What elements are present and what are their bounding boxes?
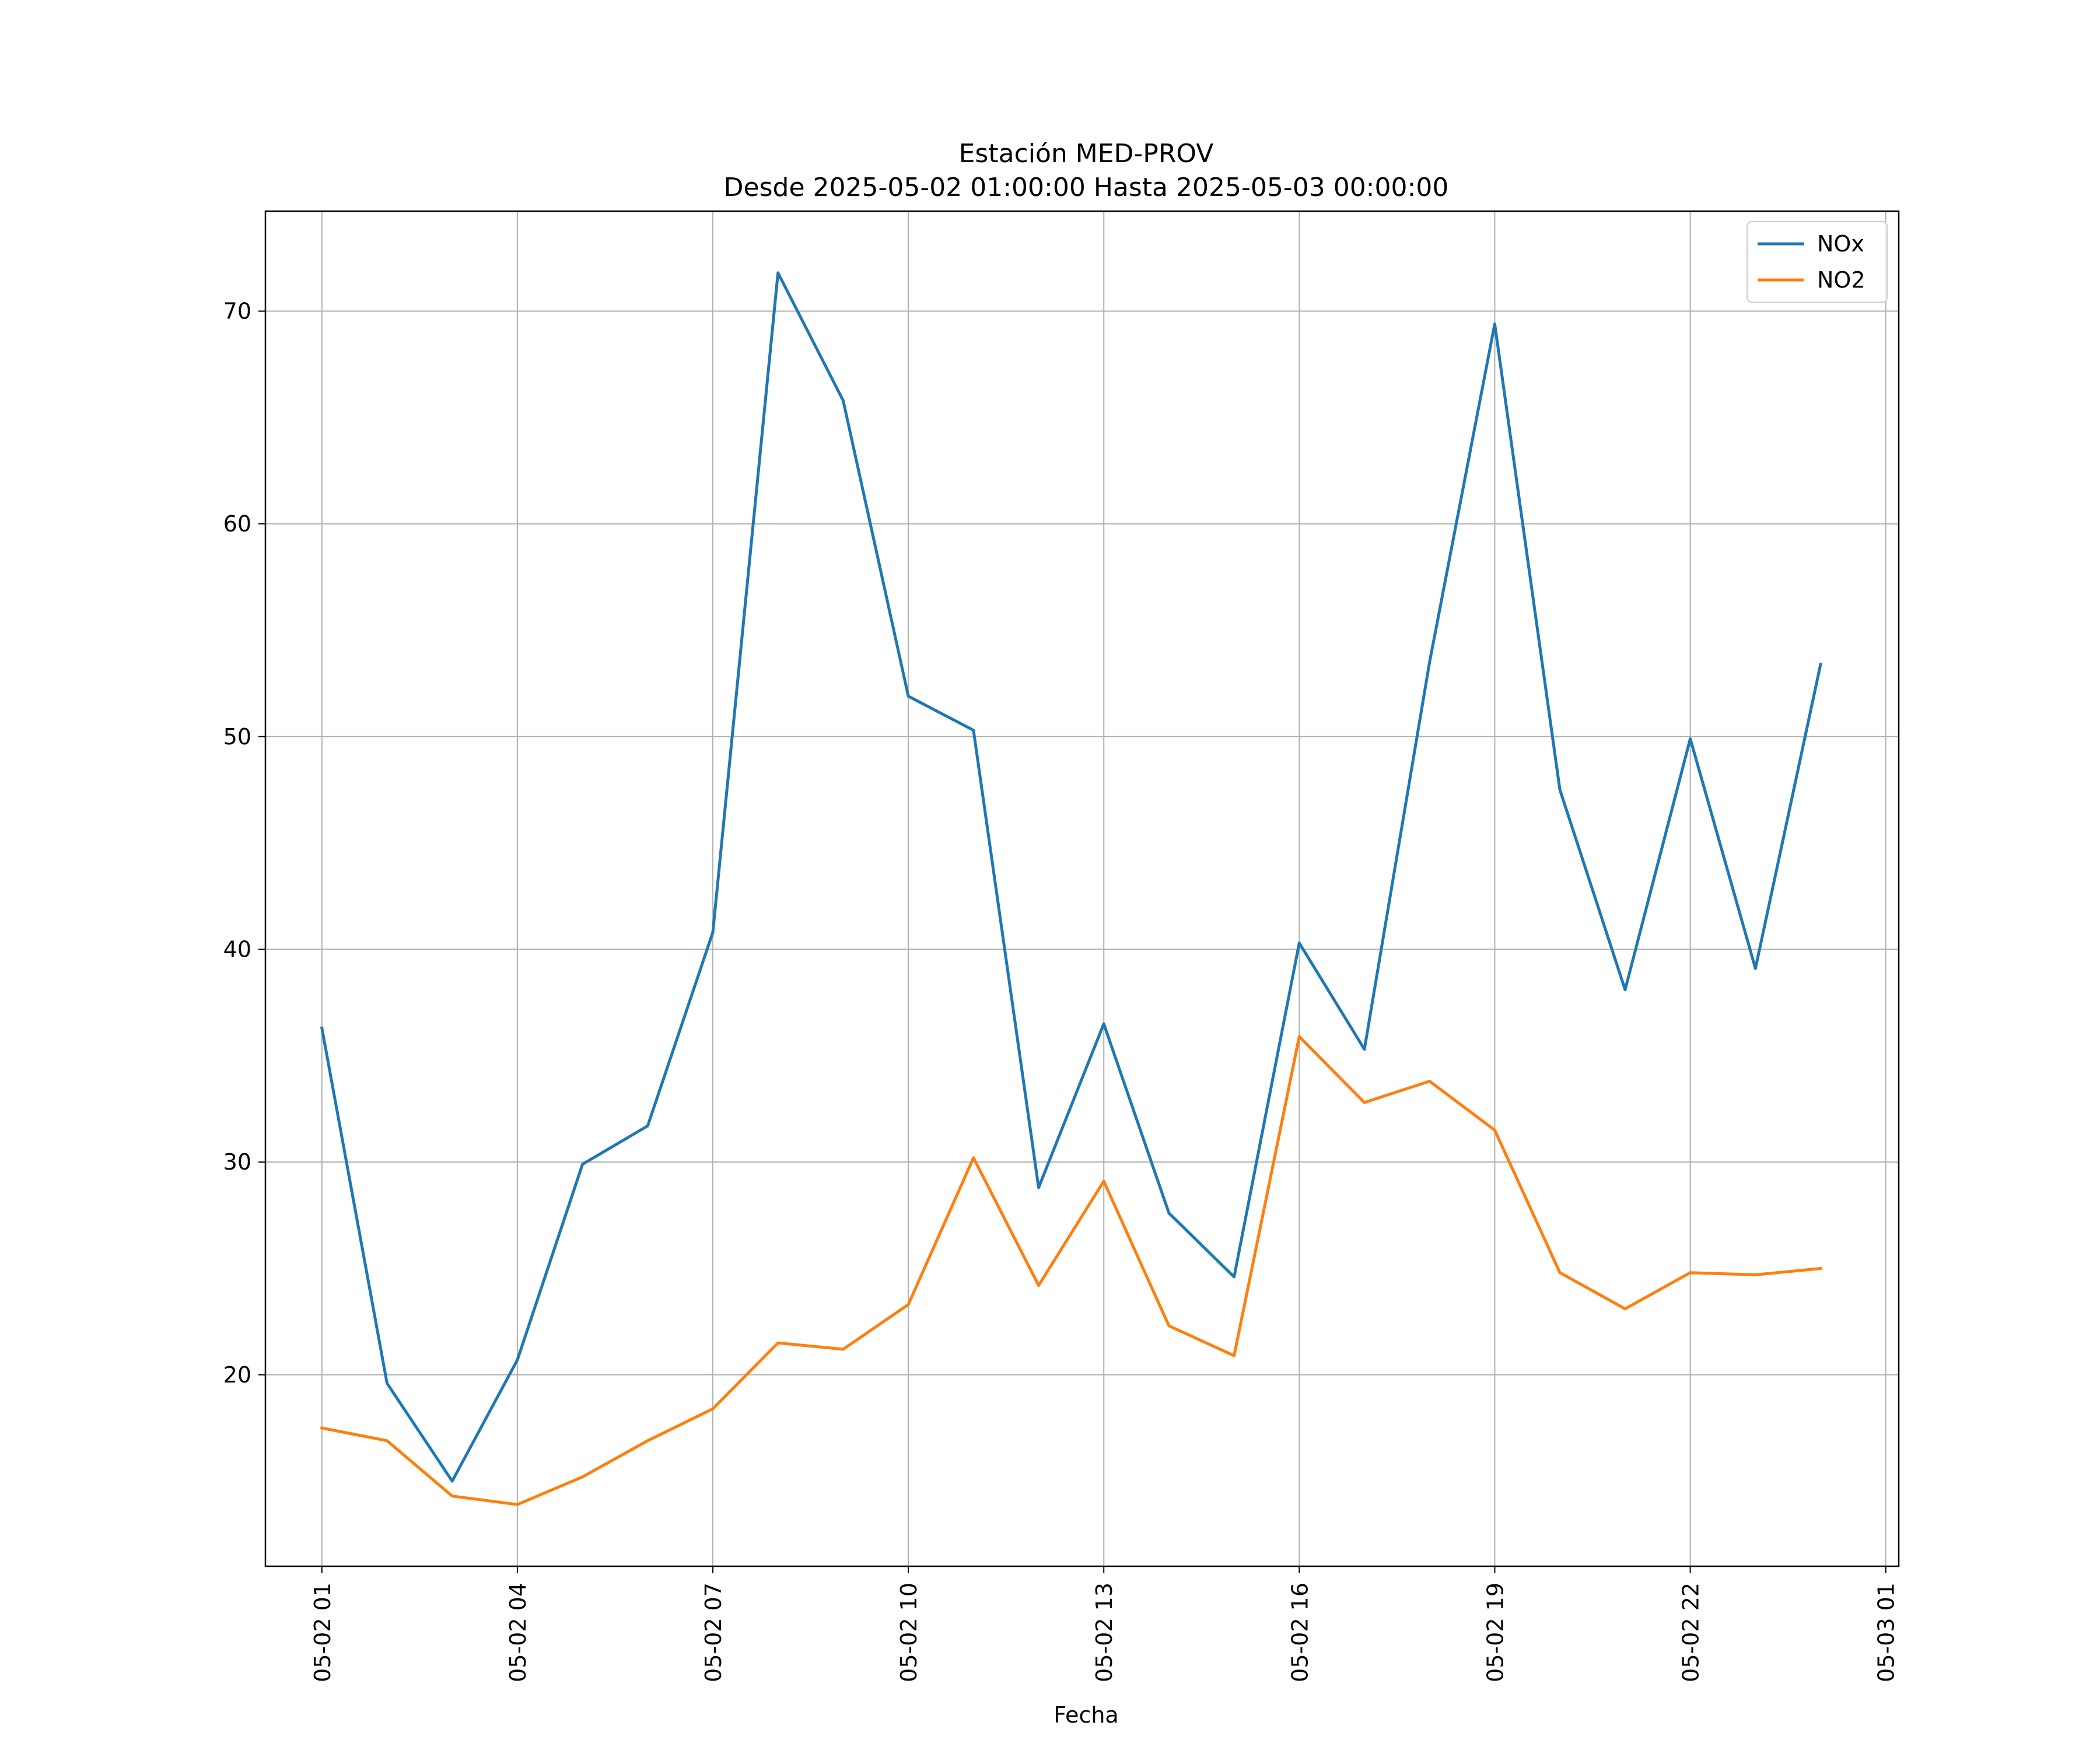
series-line-nox bbox=[320, 271, 1822, 1483]
x-tick-label: 05-02 13 bbox=[1091, 1583, 1117, 1682]
x-tick-label: 05-02 16 bbox=[1287, 1583, 1312, 1682]
x-axis-label: Fecha bbox=[1054, 1702, 1118, 1728]
grid bbox=[265, 211, 1899, 1566]
y-tick-label: 20 bbox=[223, 1362, 251, 1388]
legend-box bbox=[1746, 221, 1888, 303]
series-lines bbox=[320, 271, 1822, 1506]
y-tick-label: 30 bbox=[223, 1149, 251, 1175]
legend: NOx NO2 bbox=[1746, 221, 1888, 303]
plot-area-frame bbox=[264, 210, 1900, 1567]
axis-ticks: 05-02 01 05-02 04 05-02 07 05-02 10 05-02 13… bbox=[223, 298, 1899, 1682]
x-tick-label: 05-02 22 bbox=[1678, 1583, 1704, 1682]
chart-subtitle: Desde 2025-05-02 01:00:00 Hasta 2025-05-… bbox=[724, 173, 1449, 202]
legend-label-nox: NOx bbox=[1817, 231, 1864, 257]
chart-title: Estación MED-PROV bbox=[959, 139, 1214, 169]
x-tick-label: 05-02 04 bbox=[505, 1583, 531, 1682]
y-tick-label: 70 bbox=[223, 298, 251, 324]
y-tick-label: 40 bbox=[223, 936, 251, 962]
series-line-no2 bbox=[320, 1035, 1822, 1506]
x-tick-label: 05-02 07 bbox=[701, 1583, 726, 1682]
x-tick-label: 05-03 01 bbox=[1874, 1583, 1899, 1682]
x-tick-label: 05-02 19 bbox=[1482, 1583, 1508, 1682]
x-tick-label: 05-02 01 bbox=[310, 1583, 335, 1682]
x-tick-label: 05-02 10 bbox=[896, 1583, 922, 1682]
legend-label-no2: NO2 bbox=[1817, 267, 1866, 293]
y-tick-label: 60 bbox=[223, 511, 251, 537]
y-tick-label: 50 bbox=[223, 724, 251, 750]
